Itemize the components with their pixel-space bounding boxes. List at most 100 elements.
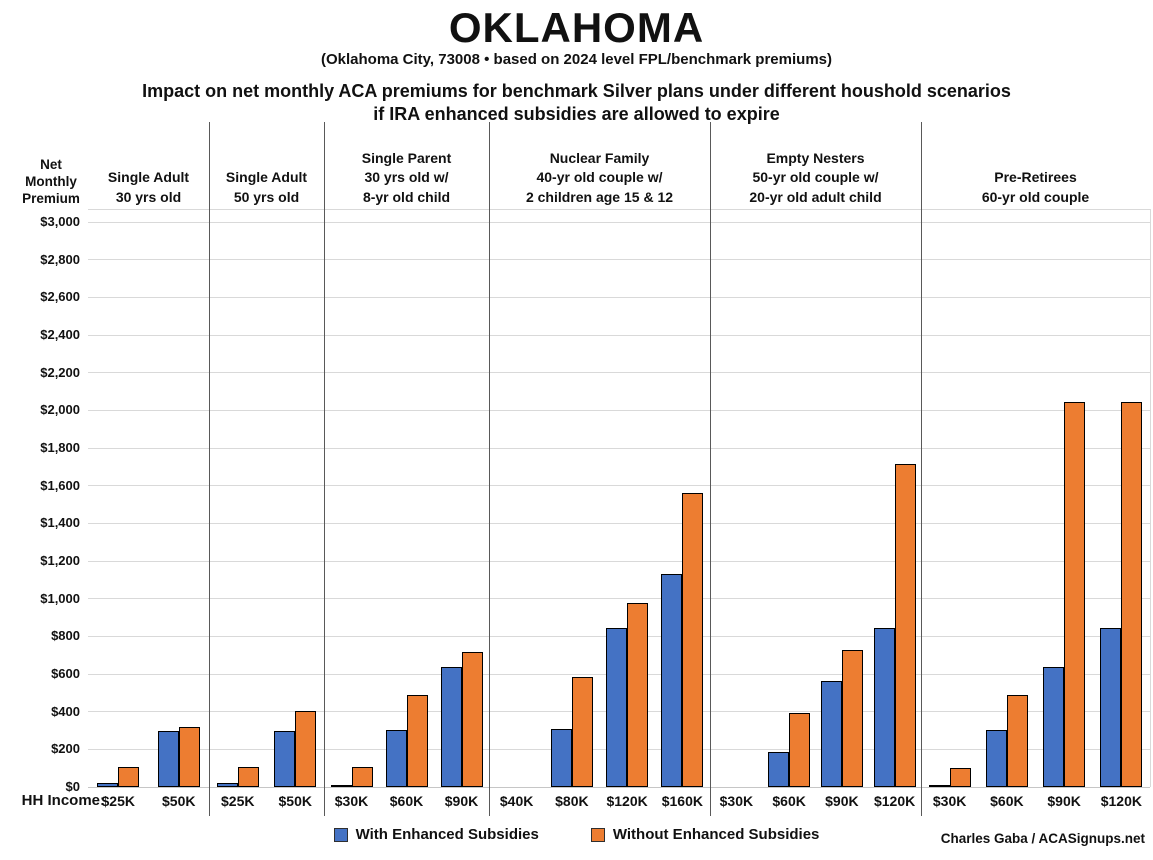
bar-with-enhanced-subsidies — [97, 783, 119, 787]
bar-without-enhanced-subsidies — [461, 652, 483, 787]
x-tick-label: $25K — [221, 793, 255, 809]
y-tick-label: $0 — [65, 779, 80, 794]
bar-with-enhanced-subsidies — [873, 628, 895, 787]
legend-swatch-without-enhanced-subsidies — [590, 827, 605, 842]
x-tick-label: $60K — [389, 793, 424, 809]
bar-without-enhanced-subsidies — [237, 767, 259, 787]
bar-without-enhanced-subsidies — [841, 650, 863, 787]
x-tick-label: $30K — [334, 793, 369, 809]
bar-with-enhanced-subsidies — [768, 752, 790, 787]
group-header: Pre-Retirees 60-yr old couple — [921, 168, 1150, 207]
y-tick-label: $2,600 — [40, 289, 80, 305]
x-tick-label: $60K — [990, 793, 1024, 809]
bar-without-enhanced-subsidies — [118, 767, 140, 787]
y-tick-label: $2,000 — [40, 402, 80, 418]
x-tick-label: $160K — [661, 793, 703, 809]
x-tick-label: $50K — [162, 793, 196, 809]
bar-with-enhanced-subsidies — [1043, 667, 1065, 787]
group-header: Nuclear Family 40-yr old couple w/2 child… — [489, 149, 710, 208]
group-header-line: 60-yr old couple — [981, 188, 1090, 205]
y-tick-label: $600 — [51, 666, 80, 681]
gridline — [88, 560, 1150, 562]
bar-with-enhanced-subsidies — [440, 667, 462, 787]
x-tick-label: $50K — [278, 793, 312, 809]
x-tick-label: $120K — [873, 793, 916, 809]
x-tick-label: $60K — [772, 793, 806, 809]
group-divider — [488, 122, 490, 816]
gridline — [88, 786, 1150, 788]
y-axis-title: Net Monthly Premium — [12, 156, 90, 207]
group-header-line: 30 yrs old — [115, 188, 182, 205]
gridline — [88, 485, 1150, 487]
legend-label: Without Enhanced Subsidies — [612, 826, 820, 843]
y-tick-label: $3,000 — [40, 214, 80, 229]
legend-swatch-with-enhanced-subsidies — [333, 827, 348, 842]
bar-without-enhanced-subsidies — [571, 677, 593, 787]
y-tick-label: $1,800 — [40, 440, 80, 455]
group-header-line: 2 children age 15 & 12 — [525, 188, 674, 205]
bar-without-enhanced-subsidies — [949, 768, 971, 787]
group-header-line: Single Adult — [107, 169, 190, 185]
heading-line-1: Impact on net monthly ACA premiums for b… — [142, 81, 1011, 101]
bar-without-enhanced-subsidies — [406, 695, 428, 787]
x-axis-prefix-label: HH Income: — [21, 792, 105, 809]
group-header: Single Adult 50 yrs old — [209, 168, 324, 207]
x-tick-label: $25K — [101, 793, 135, 809]
bar-with-enhanced-subsidies — [157, 731, 179, 787]
y-tick-label: $1,200 — [40, 553, 80, 568]
x-tick-label: $40K — [499, 793, 534, 809]
bar-with-enhanced-subsidies — [928, 785, 950, 787]
bar-without-enhanced-subsidies — [627, 603, 649, 787]
bar-without-enhanced-subsidies — [682, 493, 704, 787]
subtitle: (Oklahoma City, 73008 • based on 2024 le… — [320, 51, 832, 68]
group-header-line: 8-yr old child — [362, 188, 451, 205]
bar-with-enhanced-subsidies — [1100, 628, 1122, 787]
gridline — [88, 296, 1150, 298]
bar-with-enhanced-subsidies — [820, 681, 842, 787]
heading-line-2: if IRA enhanced subsidies are allowed to… — [373, 104, 780, 124]
group-header-line: 50-yr old couple w/ — [752, 169, 879, 185]
bar-without-enhanced-subsidies — [1064, 402, 1086, 787]
x-tick-label: $120K — [1100, 793, 1142, 809]
group-divider — [208, 122, 210, 816]
legend-item-without-enhanced-subsidies: Without Enhanced Subsidies — [590, 826, 820, 843]
group-header-line: Empty Nesters — [766, 149, 865, 166]
plot-right-border — [1149, 209, 1151, 787]
group-header: Single Adult 30 yrs old — [88, 168, 209, 207]
y-axis-title-line: Premium — [22, 191, 80, 206]
y-tick-label: $2,200 — [40, 364, 80, 380]
group-header-line: Nuclear Family — [549, 149, 650, 166]
plot-top-border — [88, 208, 1150, 210]
legend: With Enhanced Subsidies Without Enhanced … — [0, 826, 1153, 843]
y-tick-label: $2,800 — [40, 251, 80, 267]
x-tick-label: $30K — [719, 793, 754, 809]
x-tick-label: $80K — [555, 793, 589, 809]
chart-heading: Impact on net monthly ACA premiums for b… — [0, 80, 1153, 126]
gridline — [88, 522, 1150, 524]
bar-with-enhanced-subsidies — [385, 730, 407, 787]
bar-without-enhanced-subsidies — [178, 727, 200, 787]
bar-with-enhanced-subsidies — [985, 730, 1007, 787]
gridline — [88, 447, 1150, 449]
page-title: OKLAHOMA — [448, 4, 705, 51]
bar-with-enhanced-subsidies — [606, 628, 628, 787]
gridline — [88, 259, 1150, 261]
y-tick-label: $1,600 — [40, 477, 80, 493]
y-tick-label: $2,400 — [40, 327, 80, 342]
gridline — [88, 334, 1150, 336]
bar-without-enhanced-subsidies — [1006, 695, 1028, 787]
gridline — [88, 221, 1150, 223]
group-divider — [709, 122, 711, 816]
y-tick-label: $1,400 — [40, 515, 80, 531]
legend-item-with-enhanced-subsidies: With Enhanced Subsidies — [333, 826, 539, 843]
group-header-line: 20-yr old adult child — [749, 188, 882, 205]
x-tick-label: $90K — [444, 793, 479, 809]
group-header-line: Pre-Retirees — [994, 169, 1077, 185]
x-tick-label: $90K — [1047, 793, 1081, 809]
y-axis-title-line: Net — [40, 157, 62, 172]
group-header: Single Parent 30 yrs old w/8-yr old child — [324, 149, 489, 208]
bar-without-enhanced-subsidies — [894, 464, 916, 787]
legend-label: With Enhanced Subsidies — [355, 826, 539, 843]
y-tick-label: $1,000 — [40, 590, 80, 606]
